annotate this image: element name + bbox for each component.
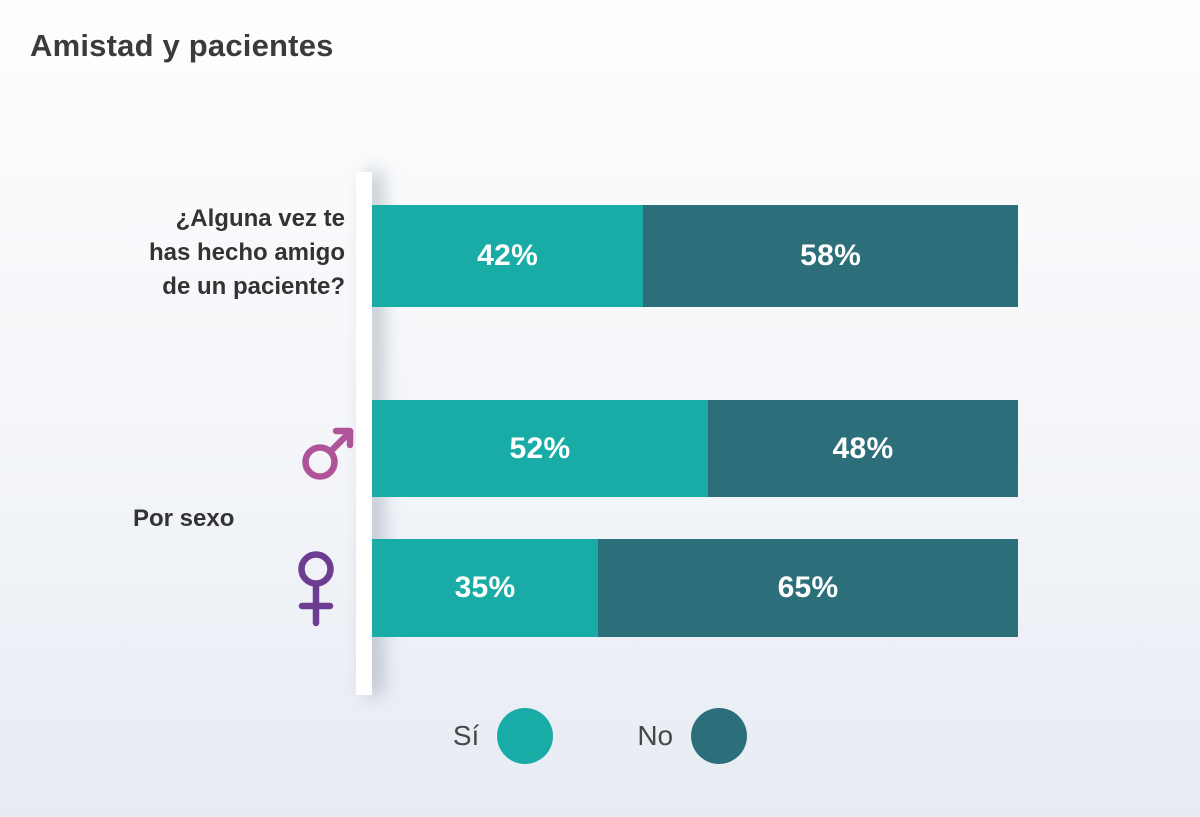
legend-item-no: No: [637, 708, 748, 764]
bar-row-total: 42% 58%: [372, 205, 1018, 307]
question-label: ¿Alguna vez te has hecho amigo de un pac…: [148, 205, 345, 300]
bar-row-female: 35% 65%: [372, 539, 1018, 637]
bar-total-yes-value: 42%: [477, 239, 539, 272]
legend-label-no: No: [637, 720, 674, 751]
legend-swatch-yes: [497, 708, 554, 764]
legend-label-yes: Sí: [452, 720, 480, 751]
bar-total-yes-segment: 42%: [372, 205, 644, 307]
female-icon: [292, 551, 340, 629]
axis-line: [356, 172, 372, 695]
bar-female-yes-segment: 35%: [372, 539, 599, 637]
bar-total-no-value: 58%: [800, 239, 862, 272]
group-label: Por sexo: [133, 505, 235, 532]
legend-item-yes: Sí: [452, 708, 554, 764]
bar-male-no-value: 48%: [832, 431, 894, 465]
legend: Sí No: [0, 708, 1200, 764]
male-icon: [297, 423, 359, 485]
bar-female-no-value: 65%: [777, 571, 839, 604]
bar-male-no-segment: 48%: [707, 400, 1018, 497]
bar-total-no-segment: 58%: [643, 205, 1018, 307]
bar-female-yes-value: 35%: [454, 571, 516, 604]
legend-swatch-no: [691, 708, 748, 764]
chart-title: Amistad y pacientes: [30, 28, 334, 63]
bar-row-male: 52% 48%: [372, 400, 1018, 497]
bar-male-yes-segment: 52%: [372, 400, 708, 497]
bar-female-no-segment: 65%: [598, 539, 1018, 637]
bar-male-yes-value: 52%: [509, 431, 571, 465]
